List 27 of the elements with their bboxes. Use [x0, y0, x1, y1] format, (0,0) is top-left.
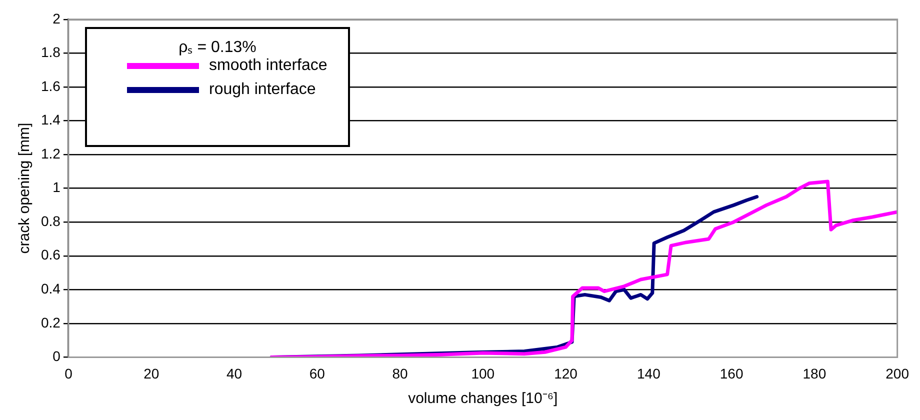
x-tick-label: 100 — [471, 365, 495, 382]
y-tick-label: 0.2 — [40, 314, 61, 330]
x-tick-label: 140 — [636, 365, 661, 382]
x-tick-label: 180 — [802, 365, 826, 382]
x-tick-label: 80 — [392, 365, 408, 382]
y-tick-label: 1.6 — [40, 78, 61, 94]
x-tick-label: 60 — [309, 365, 326, 382]
y-tick-label: 0.4 — [40, 280, 61, 296]
legend-title: ρₛ = 0.13% — [178, 38, 258, 57]
y-tick-label: 0.6 — [40, 246, 61, 263]
y-axis-title: crack opening [mm] — [16, 122, 34, 254]
x-tick-label: 0 — [64, 365, 73, 382]
y-tick-label: 1.8 — [40, 44, 61, 60]
legend-label: rough interface — [209, 81, 316, 99]
x-tick-label: 120 — [554, 365, 578, 382]
x-tick-label: 160 — [720, 365, 744, 382]
legend-label: smooth interface — [209, 57, 328, 75]
y-tick-label: 1.4 — [40, 112, 61, 128]
y-tick-label: 2 — [52, 10, 61, 26]
x-tick-label: 200 — [886, 365, 910, 382]
x-tick-label: 20 — [144, 365, 160, 382]
y-tick-label: 0 — [52, 348, 61, 364]
x-axis-title: volume changes [10⁻⁶] — [408, 390, 558, 408]
y-tick-label: 1 — [52, 179, 61, 196]
x-tick-label: 40 — [226, 365, 242, 382]
y-tick-label: 1.2 — [40, 145, 61, 162]
y-tick-label: 0.8 — [40, 212, 61, 229]
